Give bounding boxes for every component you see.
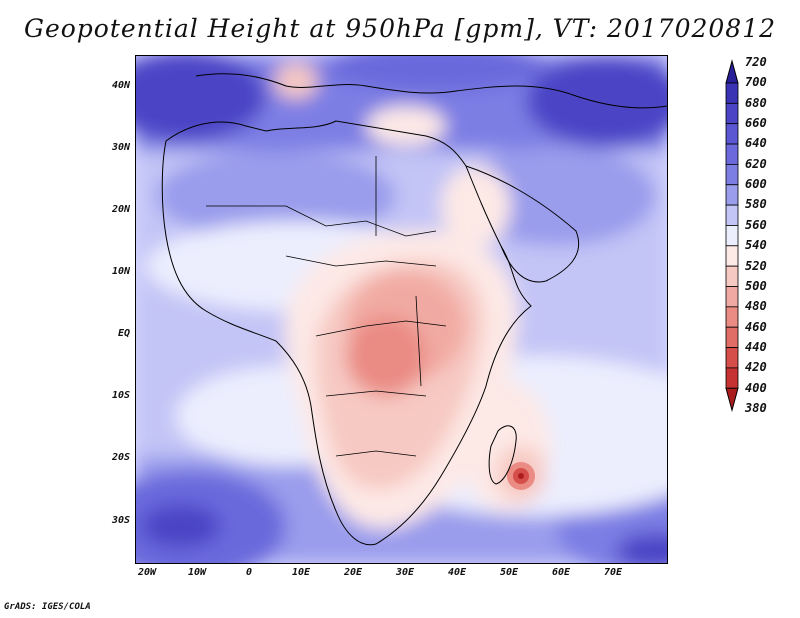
colorbar-swatch-520_540	[725, 245, 739, 267]
lon-label-20e: 20E	[343, 567, 363, 578]
colorbar-label-600: 600	[745, 177, 767, 192]
plot-title: Geopotential Height at 950hPa [gpm], VT:…	[23, 14, 777, 43]
lon-label-30e: 30E	[395, 567, 415, 578]
colorbar-swatch-420_440	[725, 347, 739, 369]
lon-label-0: 0	[245, 567, 253, 578]
colorbar-label-380: 380	[745, 400, 767, 415]
colorbar-label-560: 560	[745, 217, 767, 232]
colorbar-top-arrow	[725, 59, 739, 84]
colorbar-label-520: 520	[745, 258, 767, 273]
colorbar-label-580: 580	[745, 197, 767, 212]
lon-label-50e: 50E	[499, 567, 519, 578]
colorbar-label-500: 500	[745, 278, 767, 293]
colorbar-swatch-660_680	[725, 102, 739, 125]
footer-credit: GrADS: IGES/COLA	[4, 602, 91, 612]
colorbar-label-420: 420	[745, 360, 767, 375]
colorbar-label-540: 540	[745, 238, 767, 253]
colorbar-swatch-460_480	[725, 306, 739, 328]
colorbar-label-480: 480	[745, 299, 767, 314]
colorbar-label-660: 660	[745, 116, 767, 131]
colorbar-swatch-680_700	[725, 82, 739, 104]
lat-label-30n: 30N	[111, 142, 130, 153]
colorbar-swatch-540_560	[725, 225, 739, 247]
colorbar-label-680: 680	[745, 95, 767, 110]
lat-label-10s: 10S	[111, 390, 130, 401]
lon-label-10e: 10E	[291, 567, 311, 578]
lat-label-10n: 10N	[111, 266, 130, 277]
colorbar-swatch-580_600	[725, 184, 739, 206]
colorbar-swatch-480_500	[725, 286, 739, 308]
map-panel	[135, 55, 668, 564]
colorbar-label-400: 400	[745, 380, 767, 395]
colorbar-label-640: 640	[745, 136, 767, 151]
colorbar-swatch-600_620	[725, 163, 739, 186]
colorbar-label-700: 700	[745, 75, 767, 90]
lon-label-20w: 20W	[137, 567, 157, 578]
lat-label-eq: EQ	[117, 328, 130, 339]
lat-label-20s: 20S	[111, 452, 130, 463]
colorbar-label-720: 720	[745, 55, 767, 69]
colorbar-swatch-500_520	[725, 265, 739, 287]
colorbar-label-620: 620	[745, 156, 767, 171]
lat-label-40n: 40N	[111, 80, 130, 91]
colorbar-swatch-400_420	[725, 367, 739, 389]
lat-label-20n: 20N	[111, 204, 130, 215]
colorbar-bottom-arrow	[725, 387, 739, 413]
colorbar-swatch-640_660	[725, 123, 739, 145]
lat-label-30s: 30S	[111, 515, 130, 526]
colorbar-label-460: 460	[745, 319, 767, 334]
colorbar-swatch-620_640	[725, 143, 739, 165]
colorbar-label-440: 440	[745, 339, 767, 354]
lon-label-70e: 70E	[603, 567, 623, 578]
lon-label-10w: 10W	[187, 567, 207, 578]
colorbar-swatch-560_580	[725, 204, 739, 226]
lon-label-60e: 60E	[551, 567, 571, 578]
lon-label-40e: 40E	[447, 567, 467, 578]
height-field	[136, 56, 667, 563]
colorbar-swatch-440_460	[725, 326, 739, 348]
